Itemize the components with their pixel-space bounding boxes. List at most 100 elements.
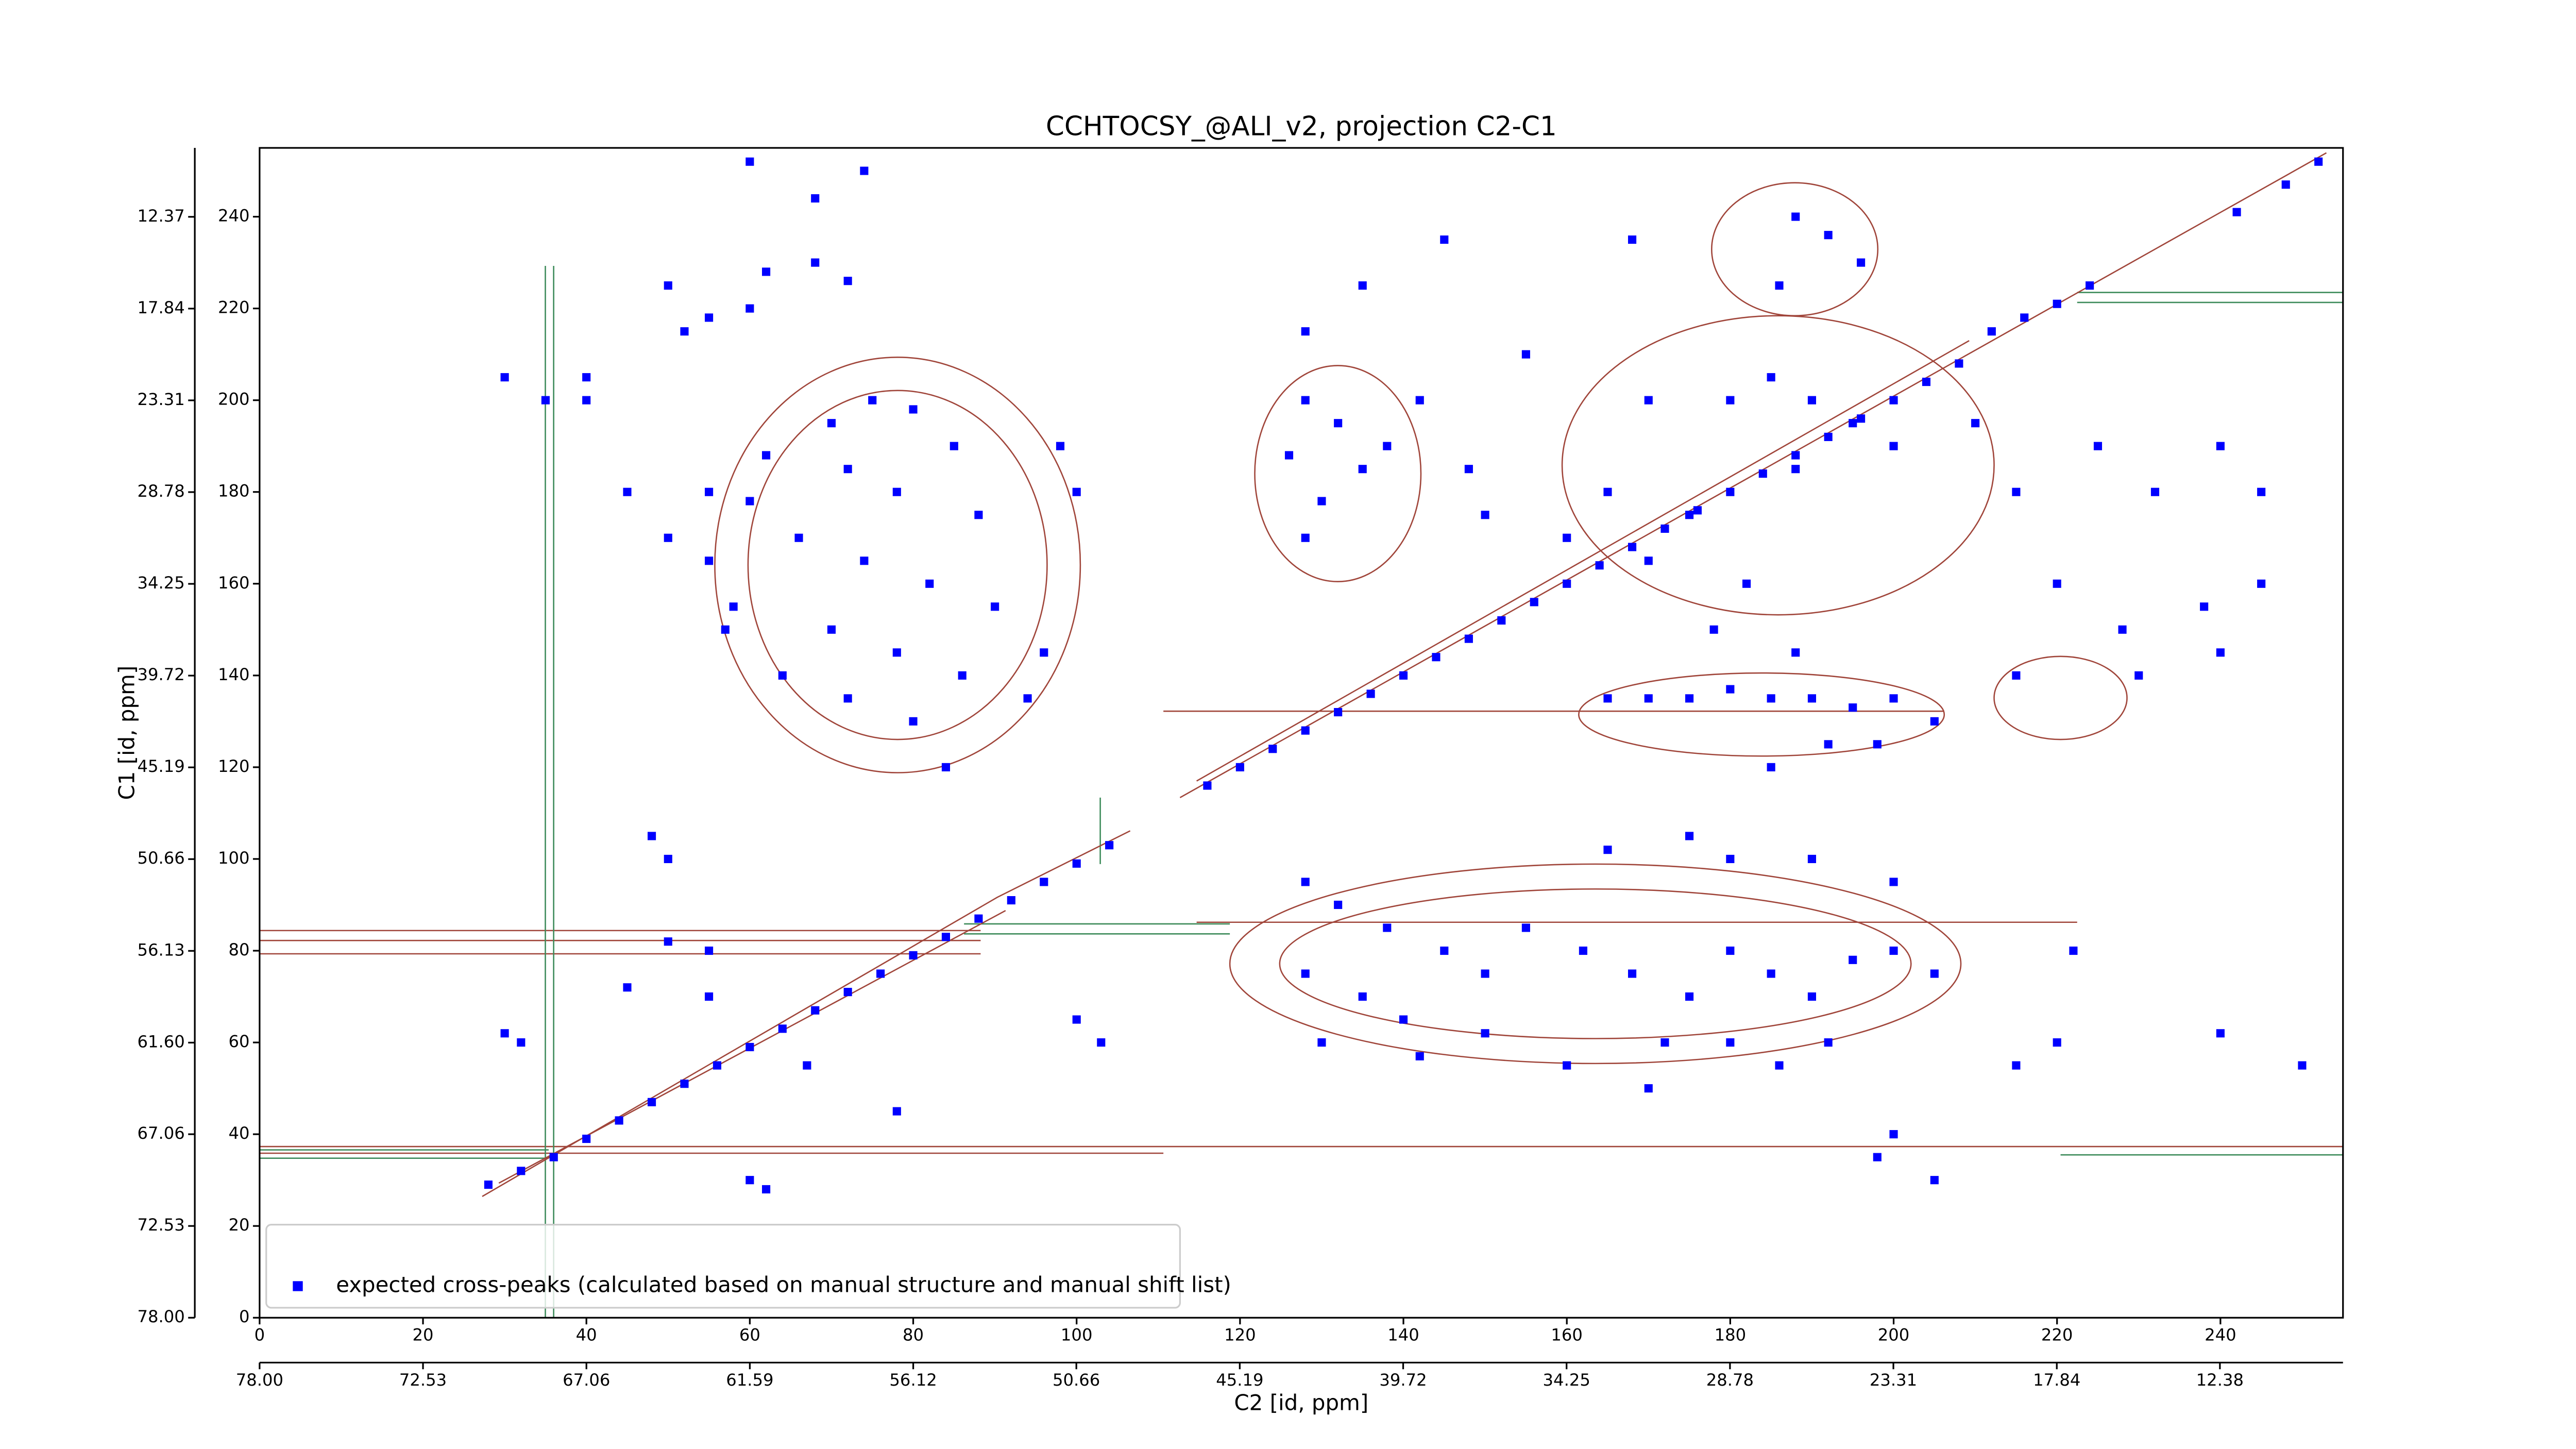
cross-peak — [1497, 616, 1506, 625]
x-axis-label: C2 [id, ppm] — [1234, 1390, 1368, 1415]
cross-peak — [2053, 299, 2061, 308]
cross-peak — [1767, 969, 1775, 978]
cross-peak — [680, 327, 689, 336]
cross-peak — [705, 946, 714, 955]
cross-peak — [1685, 832, 1694, 840]
y2-tick-label: 50.66 — [137, 848, 184, 868]
cross-peak — [2216, 442, 2225, 450]
cross-peak — [1399, 671, 1408, 680]
cross-peak — [582, 1134, 591, 1143]
cross-peak — [1930, 717, 1939, 726]
cross-peak — [892, 487, 901, 496]
cross-peak — [1955, 359, 1963, 368]
cross-peak — [1628, 543, 1637, 551]
cross-peak — [2150, 487, 2160, 496]
cross-peak — [745, 497, 754, 506]
cross-peak — [1807, 854, 1817, 864]
y-tick-label: 200 — [218, 390, 250, 409]
cross-peak — [1775, 1061, 1784, 1070]
cross-peak — [1660, 524, 1669, 533]
cross-peak — [762, 267, 771, 276]
cross-peak — [500, 1029, 509, 1038]
cross-peak — [2069, 946, 2078, 955]
cross-peak — [803, 1061, 811, 1070]
contour — [747, 390, 1048, 740]
cross-peak — [1930, 1176, 1939, 1185]
cross-peak — [1203, 781, 1212, 790]
cross-peak — [1807, 396, 1817, 405]
cross-peak — [1644, 557, 1653, 565]
cross-peak — [713, 1061, 721, 1070]
cross-peak — [1334, 419, 1343, 428]
cross-peak — [868, 396, 877, 405]
cross-peak — [1334, 900, 1343, 909]
cross-peak — [843, 277, 852, 285]
cross-peak — [2216, 1029, 2225, 1038]
cross-peak — [909, 405, 918, 414]
legend: expected cross-peaks (calculated based o… — [265, 1224, 1231, 1309]
cross-peak — [1284, 451, 1294, 460]
x2-tick-label: 72.53 — [399, 1370, 447, 1390]
cross-peak — [1521, 350, 1530, 359]
cross-peak — [1464, 465, 1473, 474]
x2-tick-label: 45.19 — [1216, 1370, 1263, 1390]
cross-peak — [1709, 625, 1718, 634]
cross-peak — [1726, 1038, 1735, 1047]
contour — [1561, 315, 1995, 616]
cross-peak — [1726, 946, 1735, 955]
cross-peak — [941, 763, 951, 771]
cross-peak — [1464, 634, 1473, 643]
cross-peak — [1889, 878, 1898, 886]
cross-peak — [500, 373, 509, 382]
cross-peak — [1358, 465, 1367, 474]
cross-peak — [827, 625, 836, 634]
y-tick-label: 180 — [218, 481, 250, 501]
cross-peak — [1889, 1130, 1898, 1139]
cross-peak — [941, 933, 951, 941]
contour — [259, 265, 2343, 1318]
x2-tick-label: 17.84 — [2033, 1370, 2080, 1390]
y2-tick-label: 61.60 — [137, 1032, 184, 1051]
cross-peak — [745, 157, 754, 166]
cross-peak — [2257, 579, 2266, 588]
cross-peak — [1383, 442, 1392, 450]
cross-peak — [517, 1167, 526, 1175]
cross-peak — [1767, 763, 1775, 771]
cross-peak — [1268, 745, 1277, 753]
y-tick-label: 20 — [228, 1215, 249, 1235]
cross-peak — [1726, 685, 1735, 694]
x2-tick-label: 61.59 — [726, 1370, 773, 1390]
cross-peak — [1603, 487, 1612, 496]
cross-peak — [974, 914, 983, 923]
cross-peak — [1726, 396, 1735, 405]
cross-peak — [1775, 281, 1784, 290]
cross-peak — [1358, 281, 1367, 290]
y2-tick-label: 17.84 — [137, 298, 184, 317]
cross-peak — [517, 1038, 526, 1047]
y2-tick-label: 72.53 — [137, 1215, 184, 1235]
cross-peak — [549, 1153, 558, 1161]
x-tick-label: 40 — [576, 1325, 597, 1345]
cross-peak — [1603, 694, 1612, 703]
cross-peak — [2012, 671, 2021, 680]
x-tick-label: 140 — [1387, 1325, 1419, 1345]
chart-title: CCHTOCSY_@ALI_v2, projection C2-C1 — [1046, 111, 1557, 142]
y2-tick-label: 34.25 — [137, 573, 184, 593]
cross-peak — [2200, 602, 2209, 611]
cross-peak — [1072, 859, 1081, 868]
y-tick-label: 0 — [239, 1307, 250, 1326]
cross-peak — [2314, 157, 2323, 166]
cross-peak — [1301, 726, 1310, 735]
cross-peak — [1824, 231, 1833, 240]
x-tick-label: 240 — [2205, 1325, 2236, 1345]
cross-peak — [1644, 1084, 1653, 1093]
cross-peak — [1072, 487, 1081, 496]
cross-peak — [582, 373, 591, 382]
cross-peak — [2093, 442, 2103, 450]
contour — [1711, 182, 1879, 316]
cross-peak — [1685, 992, 1694, 1001]
cross-peak — [1301, 878, 1310, 886]
cross-peak — [705, 487, 714, 496]
cross-peak — [1301, 533, 1310, 542]
